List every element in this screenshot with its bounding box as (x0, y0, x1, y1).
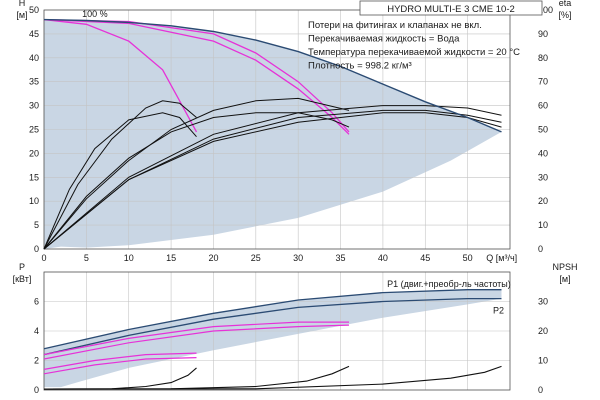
x-axis-label: Q [м³/ч] (486, 253, 517, 263)
y-tick-label-right: 30 (538, 297, 548, 307)
y-tick-label-left: 5 (34, 220, 39, 230)
efficiency-curve (43, 112, 197, 250)
x-tick-label: 45 (420, 253, 430, 263)
y-tick-label-left: 4 (34, 326, 39, 336)
efficiency-curve (43, 97, 350, 250)
efficiency-curve (43, 105, 502, 250)
y-tick-label-left: 30 (29, 101, 39, 111)
pump-curve (43, 18, 350, 135)
y-tick-label-left: 25 (29, 125, 39, 135)
operating-envelope (44, 19, 502, 249)
y-axis-unit-left: [м] (16, 10, 27, 20)
x-tick-label: 35 (336, 253, 346, 263)
y-tick-label-right: 90 (538, 29, 548, 39)
y-tick-label-left: 35 (29, 77, 39, 87)
y-axis-unit-right: [м] (559, 274, 570, 284)
y-axis-unit-left: [кВт] (13, 274, 32, 284)
panel-power-npsh: P1 (двиг.+преобр-ль частоты) P2 0 2 4 6 0 10 20 3… (13, 262, 578, 395)
y-tick-label-left: 10 (29, 196, 39, 206)
y-tick-label-left: 0 (34, 244, 39, 254)
y-tick-label-left: 15 (29, 172, 39, 182)
y-tick-label-right: 10 (538, 220, 548, 230)
x-tick-label: 30 (293, 253, 303, 263)
power-curve (43, 324, 350, 360)
y-tick-label-right: 0 (538, 244, 543, 254)
power-curve (43, 357, 197, 375)
x-tick-label: 25 (251, 253, 261, 263)
y-tick-label-right: 100 (538, 5, 553, 15)
chart-note: Температура перекачиваемой жидкости = 20… (308, 47, 520, 58)
max-speed-curve (43, 18, 502, 133)
chart-note: Потери на фитингах и клапанах не вкл. (308, 20, 482, 31)
x-tick-label: 40 (378, 253, 388, 263)
y-tick-label-right: 10 (538, 356, 548, 366)
y-tick-label-left: 50 (29, 5, 39, 15)
y-tick-label-right: 20 (538, 326, 548, 336)
y-tick-label-right: 80 (538, 53, 548, 63)
chart-note: Плотность = 998.2 кг/м³ (308, 61, 412, 72)
efficiency-curve (43, 112, 350, 250)
y-tick-label-left: 45 (29, 29, 39, 39)
power-edge-curve (43, 289, 502, 350)
y-tick-label-right: 70 (538, 77, 548, 87)
y-tick-label-right: 60 (538, 101, 548, 111)
y-tick-label-right: 40 (538, 148, 548, 158)
x-tick-label: 0 (41, 253, 46, 263)
y-tick-label-left: 2 (34, 356, 39, 366)
annotation-label: 100 % (82, 9, 108, 19)
x-tick-label: 15 (166, 253, 176, 263)
y-tick-label-right: 20 (538, 196, 548, 206)
chart-title: HYDRO MULTI-E 3 CME 10-2 (387, 4, 515, 15)
npsh-curve (43, 365, 502, 390)
y-axis-label-right: eta (559, 0, 572, 8)
chart-note: Перекачиваемая жидкость = Вода (308, 34, 460, 45)
grid (43, 271, 510, 391)
series-label: P1 (двиг.+преобр-ль частоты) (387, 279, 511, 289)
y-axis-label-right: NPSH (552, 262, 577, 272)
y-tick-label-left: 0 (34, 385, 39, 395)
y-tick-label-right: 50 (538, 125, 548, 135)
x-tick-label: 20 (208, 253, 218, 263)
title-box (359, 0, 543, 16)
y-tick-label-left: 6 (34, 297, 39, 307)
y-tick-label-left: 20 (29, 148, 39, 158)
y-axis-label-left: P (19, 262, 25, 272)
x-tick-label: 5 (84, 253, 89, 263)
plot-frame (43, 9, 511, 250)
x-tick-label: 10 (124, 253, 134, 263)
series-label: P2 (493, 305, 504, 315)
x-tick-label: 50 (463, 253, 473, 263)
plot-frame (43, 271, 511, 391)
y-axis-unit-right: [%] (558, 10, 571, 20)
y-tick-label-left: 40 (29, 53, 39, 63)
y-tick-label-right: 0 (538, 385, 543, 395)
panel-head-efficiency: 0510152025303540455001020304050607080901… (16, 0, 571, 263)
efficiency-curve (43, 100, 197, 250)
power-edge-curve (43, 297, 502, 356)
operating-envelope (44, 289, 502, 388)
y-axis-label-left: H (19, 0, 26, 8)
pump-curve (43, 18, 350, 133)
y-tick-label-right: 30 (538, 172, 548, 182)
power-curve (43, 352, 197, 370)
power-curve (43, 321, 349, 356)
